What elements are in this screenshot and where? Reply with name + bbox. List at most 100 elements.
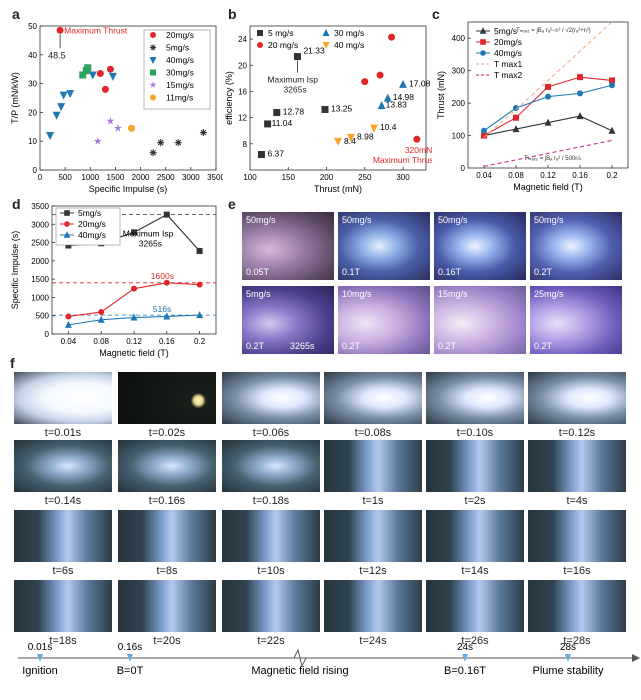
frame-time-label: t=20s [153,635,181,647]
timeline: 0.01s 0.16s 24s 28s Ignition B=0T Magnetic fie… [18,642,640,677]
data-point [196,311,204,319]
x-tick-label: 0.2 [194,337,206,346]
frame-image [14,510,112,562]
plume-photo: 15mg/s 0.2T [434,286,526,354]
legend-marker [322,29,330,36]
photo-rate-label: 10mg/s [342,289,372,299]
x-tick-label: 3500 [207,173,223,182]
legend-marker [257,42,263,48]
data-point [608,126,616,134]
data-point [84,64,92,72]
data-point [609,77,615,84]
data-point [513,114,519,121]
timeline-time: 0.01s [28,642,52,653]
data-point [66,90,75,99]
panel-letter-c: c [432,6,440,22]
frame-image [118,440,216,492]
sequence-frame: t=26s [426,580,524,648]
legend-label: 40 mg/s [334,40,364,50]
y-axis-label: Thrust (mN) [436,71,446,119]
data-label: 14.98 [393,92,415,102]
x-tick-label: 3000 [182,173,200,182]
data-point [96,70,104,78]
sequence-frame: t=0.10s [426,372,524,440]
annotation-label: Maximum Thrust [373,155,432,165]
frame-time-label: t=26s [461,635,489,647]
photo-field-label: 0.05T [246,267,270,277]
annotation-label: Maximum Isp [267,75,318,85]
annotation-label: 1600s [151,271,174,281]
data-point [88,71,97,80]
data-point [93,137,102,145]
frame-time-label: t=18s [49,635,77,647]
sequence-frame: t=18s [14,580,112,648]
sequence-frame: t=0.12s [528,372,626,440]
frame-time-label: t=28s [563,635,591,647]
legend-label: 5mg/s [166,43,189,53]
frame-time-label: t=0.02s [148,427,186,439]
frame-time-label: t=2s [464,495,486,507]
x-tick-label: 1500 [107,173,125,182]
annotation-label: 320mN [405,145,432,155]
annotation-label: 3265s [283,85,306,95]
y-axis-label: T/P (mN/kW) [10,72,20,124]
frame-time-label: t=0.16s [148,495,186,507]
frame-time-label: t=8s [156,565,178,577]
legend-label: 40mg/s [78,230,106,240]
frame-time-label: t=0.10s [456,427,494,439]
data-point [544,118,552,126]
panel-letter-b: b [228,6,237,22]
frame-image [222,440,320,492]
data-point [97,315,105,323]
frame-image [14,580,112,632]
legend-label: 20mg/s [78,219,106,229]
data-point [131,229,137,236]
frame-image [324,440,422,492]
chart-a-isp-vs-tp: 0 500 1000 1500 2000 2500 3000 3500 0 10 20 30 40 50 S… [10,22,223,194]
data-point [131,285,137,292]
legend-marker [149,57,157,64]
legend-marker [150,69,156,76]
y-tick-label: 100 [452,132,466,141]
frame-time-label: t=0.08s [354,427,392,439]
y-tick-label: 3000 [31,220,49,229]
data-point [163,279,170,286]
timeline-phase: B=0T [117,665,144,677]
frame-image [14,372,112,424]
x-axis-label: Specific Impulse (s) [89,184,168,194]
data-point [609,82,615,89]
sequence-frame: t=16s [528,510,626,578]
timeline-arrow [632,654,640,662]
plume-photo: 50mg/s 0.1T [338,212,430,280]
data-point [101,85,109,93]
data-point [108,72,117,81]
sequence-frame: t=12s [324,510,422,578]
data-point [64,320,72,328]
legend-label: 40mg/s [494,48,522,58]
annotation-label: Maximum Thrust [64,25,128,35]
frame-image [118,372,216,424]
x-tick-label: 150 [282,173,296,182]
data-point [257,150,265,158]
chart-c-thrust-vs-field: 0.04 0.08 0.12 0.16 0.2 0 100 200 300 400 Magnetic… [436,21,629,192]
formula-label: Tₘₐₓ₂ = jBₐ rₐ² / 500rᵢIᵣ [524,156,582,162]
data-label: 6.37 [267,148,284,158]
legend-marker [257,30,263,36]
plume-photo: 50mg/s 0.2T [530,212,622,280]
y-axis-label: efficiency (%) [224,71,234,125]
y-tick-label: 1000 [31,293,49,302]
data-point [577,90,583,97]
x-axis-label: Magnetic field (T) [99,348,169,358]
sequence-frame: t=20s [118,580,216,648]
data-point [369,124,378,133]
legend-marker [64,221,70,227]
frame-image [528,372,626,424]
panel-letter-d: d [12,196,21,212]
data-label: 10.4 [380,122,397,132]
sequence-frame: t=8s [118,510,216,578]
data-point [413,135,421,143]
data-point [79,71,87,79]
data-point [163,211,170,218]
legend-marker [480,50,486,56]
sequence-frame: t=28s [528,580,626,648]
